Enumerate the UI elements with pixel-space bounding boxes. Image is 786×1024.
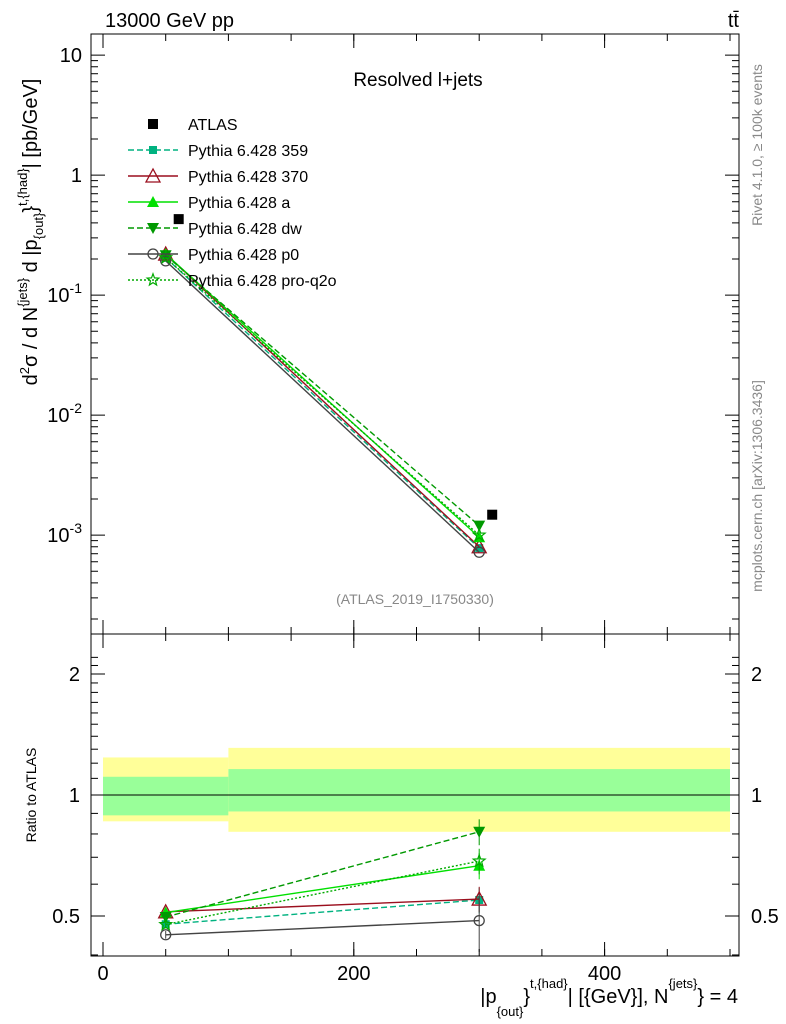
main-series-group (157, 245, 488, 558)
main-line-series-1 (165, 253, 480, 548)
source-label: mcplots.cern.ch [arXiv:1306.3436] (749, 380, 765, 592)
x-axis-label: |p{out}}t,{had}| [{GeV}], N{jets}} = 4 (480, 976, 738, 1019)
ratio-line-series-4 (165, 919, 480, 936)
legend-label-5: Pythia 6.428 pro-q2o (188, 273, 337, 290)
ratio-marker-series-4-bin-0 (160, 929, 172, 941)
legend-marker-atlas (148, 119, 158, 129)
ratio-tick-label-right-1: 1 (751, 785, 762, 807)
main-line-series-4 (165, 260, 480, 553)
axis-ticks: 0 200 400 10 1 10-1 10-2 10-3 0.5 0.5 1 1 2 2 (47, 34, 779, 985)
ratio-uncertainty-bands (103, 747, 730, 832)
ratio-tick-label-right-0: 0.5 (751, 906, 779, 928)
y-tick-label-3: 10-2 (47, 400, 82, 427)
data-point-bin-0 (173, 214, 184, 225)
legend-label-0: Pythia 6.428 359 (188, 143, 308, 160)
data-point-bin-1 (487, 509, 498, 520)
legend-marker-0 (149, 146, 157, 154)
y-tick-label-4: 10-3 (47, 520, 82, 547)
main-line-series-0 (165, 257, 480, 549)
legend-marker-1 (144, 167, 162, 183)
main-marker-series-1-bin-1 (471, 538, 488, 554)
analysis-tag: (ATLAS_2019_I1750330) (336, 591, 494, 607)
legend-marker-4 (147, 248, 159, 260)
main-marker-series-4-bin-1 (473, 546, 485, 558)
main-line-series-3 (165, 254, 480, 527)
y-tick-label-2: 10-1 (47, 280, 82, 307)
ratio-tick-label-left-2: 2 (69, 664, 80, 686)
legend-label-2: Pythia 6.428 a (188, 195, 290, 212)
band-inner-bin-1 (228, 769, 730, 812)
rivet-label: Rivet 4.1.0, ≥ 100k events (749, 64, 765, 226)
process-label: tt̄ (728, 10, 740, 32)
ratio-series-group (157, 819, 488, 952)
legend-label-1: Pythia 6.428 370 (188, 169, 308, 186)
main-marker-series-0-bin-1 (475, 544, 484, 553)
ratio-marker-series-5-bin-0 (158, 916, 174, 931)
chart-title: Resolved l+jets (353, 70, 482, 91)
legend: ATLAS Pythia 6.428 359 Pythia 6.428 370 Pyt… (128, 117, 337, 290)
ratio-marker-series-3-bin-1 (473, 826, 486, 838)
legend-label-4: Pythia 6.428 p0 (188, 247, 299, 264)
main-marker-series-5-bin-0 (158, 249, 174, 265)
ratio-line-series-5 (165, 860, 480, 926)
legend-marker-5 (145, 272, 161, 287)
main-marker-series-5-bin-1 (471, 527, 487, 542)
y-tick-label-1: 1 (71, 165, 82, 187)
ratio-line-series-3 (165, 831, 480, 918)
ratio-tick-label-left-0: 0.5 (52, 906, 80, 928)
energy-label: 13000 GeV pp (105, 10, 234, 32)
x-tick-label-2: 400 (588, 963, 621, 985)
ratio-y-axis-label: Ratio to ATLAS (23, 748, 39, 843)
band-inner-bin-0 (103, 776, 229, 816)
legend-label-atlas: ATLAS (188, 117, 238, 134)
ratio-line-series-2 (165, 865, 480, 914)
ratio-marker-series-5-bin-1 (471, 853, 487, 868)
legend-label-3: Pythia 6.428 dw (188, 221, 302, 238)
ratio-marker-series-4-bin-1 (473, 914, 485, 927)
x-tick-label-1: 200 (337, 963, 370, 985)
legend-marker-3 (147, 223, 159, 234)
data-points-group (173, 214, 498, 520)
y-axis-label: d2σ / d N{jets} d |p{out}}t,{had}| [pb/G… (15, 79, 46, 386)
ratio-line-series-0 (165, 899, 480, 925)
y-tick-label-0: 10 (60, 45, 82, 67)
ratio-line-series-1 (165, 898, 480, 913)
ratio-tick-label-right-2: 2 (751, 664, 762, 686)
x-tick-label-0: 0 (97, 963, 108, 985)
ratio-tick-label-left-1: 1 (69, 785, 80, 807)
legend-marker-2 (147, 196, 159, 207)
main-marker-series-4-bin-0 (160, 255, 172, 267)
main-marker-series-3-bin-1 (473, 520, 486, 532)
main-line-series-5 (165, 257, 480, 536)
